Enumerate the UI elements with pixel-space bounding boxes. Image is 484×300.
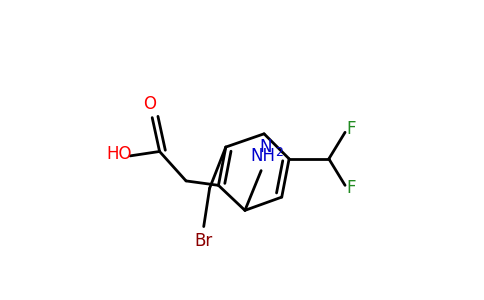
Text: 2: 2 xyxy=(275,146,283,159)
Text: N: N xyxy=(259,138,272,156)
Text: HO: HO xyxy=(106,146,132,164)
Text: O: O xyxy=(143,95,156,113)
Text: NH: NH xyxy=(250,148,275,166)
Text: F: F xyxy=(346,179,356,197)
Text: F: F xyxy=(346,120,356,138)
Text: Br: Br xyxy=(195,232,213,250)
